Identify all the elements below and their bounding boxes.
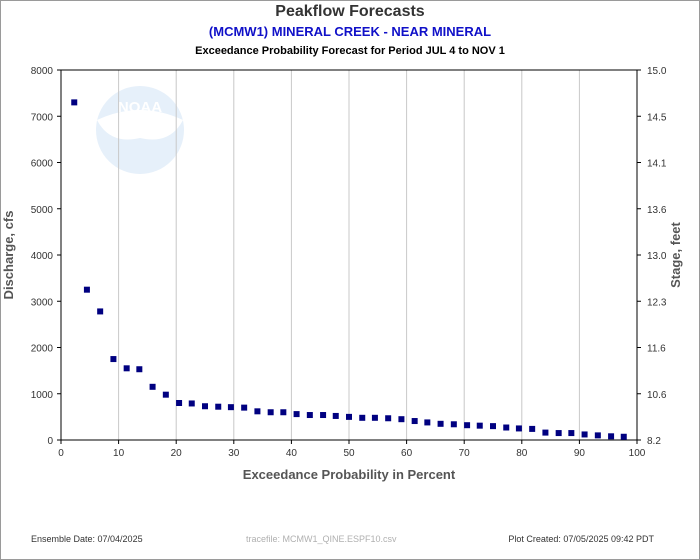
chart-subtitle: Exceedance Probability Forecast for Peri… (195, 45, 505, 57)
y-tick-label: 2000 (31, 344, 54, 355)
data-point (162, 391, 169, 398)
data-point (515, 425, 522, 432)
y-axis-label: Discharge, cfs (1, 211, 16, 300)
data-point (136, 366, 143, 373)
x-tick-label: 0 (58, 448, 64, 459)
data-point (476, 422, 483, 429)
data-point (332, 412, 339, 419)
data-point (424, 419, 431, 426)
y2-axis-label: Stage, feet (668, 221, 683, 287)
data-point (542, 429, 549, 436)
data-point (97, 308, 104, 315)
noaa-logo: NOAA (96, 86, 184, 174)
data-point (359, 414, 366, 421)
y-tick-label: 8000 (31, 66, 54, 77)
data-point (215, 403, 222, 410)
plot-created: Plot Created: 07/05/2025 09:42 PDT (508, 534, 654, 544)
data-point (306, 412, 313, 419)
data-point (188, 400, 195, 407)
data-point (241, 404, 248, 411)
x-tick-label: 70 (459, 448, 471, 459)
data-point (110, 356, 117, 363)
data-point (568, 430, 575, 437)
data-point (280, 409, 287, 416)
data-point (437, 420, 444, 427)
data-point (227, 404, 234, 411)
data-point (71, 99, 78, 106)
noaa-logo-text: NOAA (118, 99, 162, 116)
y2-tick-label: 10.6 (647, 390, 667, 401)
data-point (529, 425, 536, 432)
data-point (385, 415, 392, 422)
data-point (490, 423, 496, 430)
y-tick-label: 0 (47, 436, 53, 447)
data-point (555, 430, 562, 437)
data-point (450, 421, 457, 428)
data-point (176, 400, 183, 406)
y2-tick-label: 15.0 (647, 66, 667, 77)
y2-tick-label: 12.3 (647, 297, 667, 308)
data-point (123, 365, 130, 372)
data-point (411, 418, 418, 425)
data-point (149, 383, 156, 390)
data-point (398, 416, 405, 423)
x-tick-label: 40 (286, 448, 298, 459)
x-tick-label: 50 (343, 448, 355, 459)
station-name: (MCMW1) MINERAL CREEK - NEAR MINERAL (208, 24, 492, 39)
y2-tick-label: 14.5 (647, 112, 667, 123)
y2-tick-label: 8.2 (647, 436, 661, 447)
ensemble-date: Ensemble Date: 07/04/2025 (31, 534, 143, 544)
x-tick-label: 20 (171, 448, 183, 459)
chart-title: Peakflow Forecasts (275, 3, 425, 20)
data-point (83, 286, 90, 293)
x-tick-label: 60 (401, 448, 413, 459)
data-point (293, 411, 300, 418)
y-tick-label: 6000 (31, 159, 54, 170)
data-point (464, 422, 471, 429)
data-point (503, 424, 510, 431)
data-point (320, 412, 327, 419)
tracefile: tracefile: MCMW1_QINE.ESPF10.csv (246, 534, 397, 544)
y-tick-label: 7000 (31, 112, 54, 123)
x-tick-label: 10 (113, 448, 125, 459)
data-point (620, 433, 627, 440)
y-tick-label: 4000 (31, 251, 54, 262)
data-point (202, 403, 208, 410)
x-tick-label: 90 (574, 448, 586, 459)
data-point (254, 408, 261, 415)
y-tick-label: 5000 (31, 205, 54, 216)
y2-tick-label: 13.0 (647, 251, 667, 262)
data-point (346, 413, 352, 420)
x-tick-label: 80 (516, 448, 528, 459)
data-point (608, 433, 615, 440)
data-point (267, 409, 274, 416)
y-tick-label: 1000 (31, 390, 54, 401)
y2-tick-label: 11.6 (647, 344, 666, 355)
data-point (371, 414, 378, 421)
x-axis-label: Exceedance Probability in Percent (243, 467, 456, 482)
data-point (581, 431, 588, 438)
data-point (594, 432, 601, 439)
y2-tick-label: 13.6 (647, 205, 667, 216)
x-tick-label: 100 (629, 448, 646, 459)
x-tick-label: 30 (228, 448, 240, 459)
y-tick-label: 3000 (31, 297, 54, 308)
y2-tick-label: 14.1 (647, 159, 667, 170)
